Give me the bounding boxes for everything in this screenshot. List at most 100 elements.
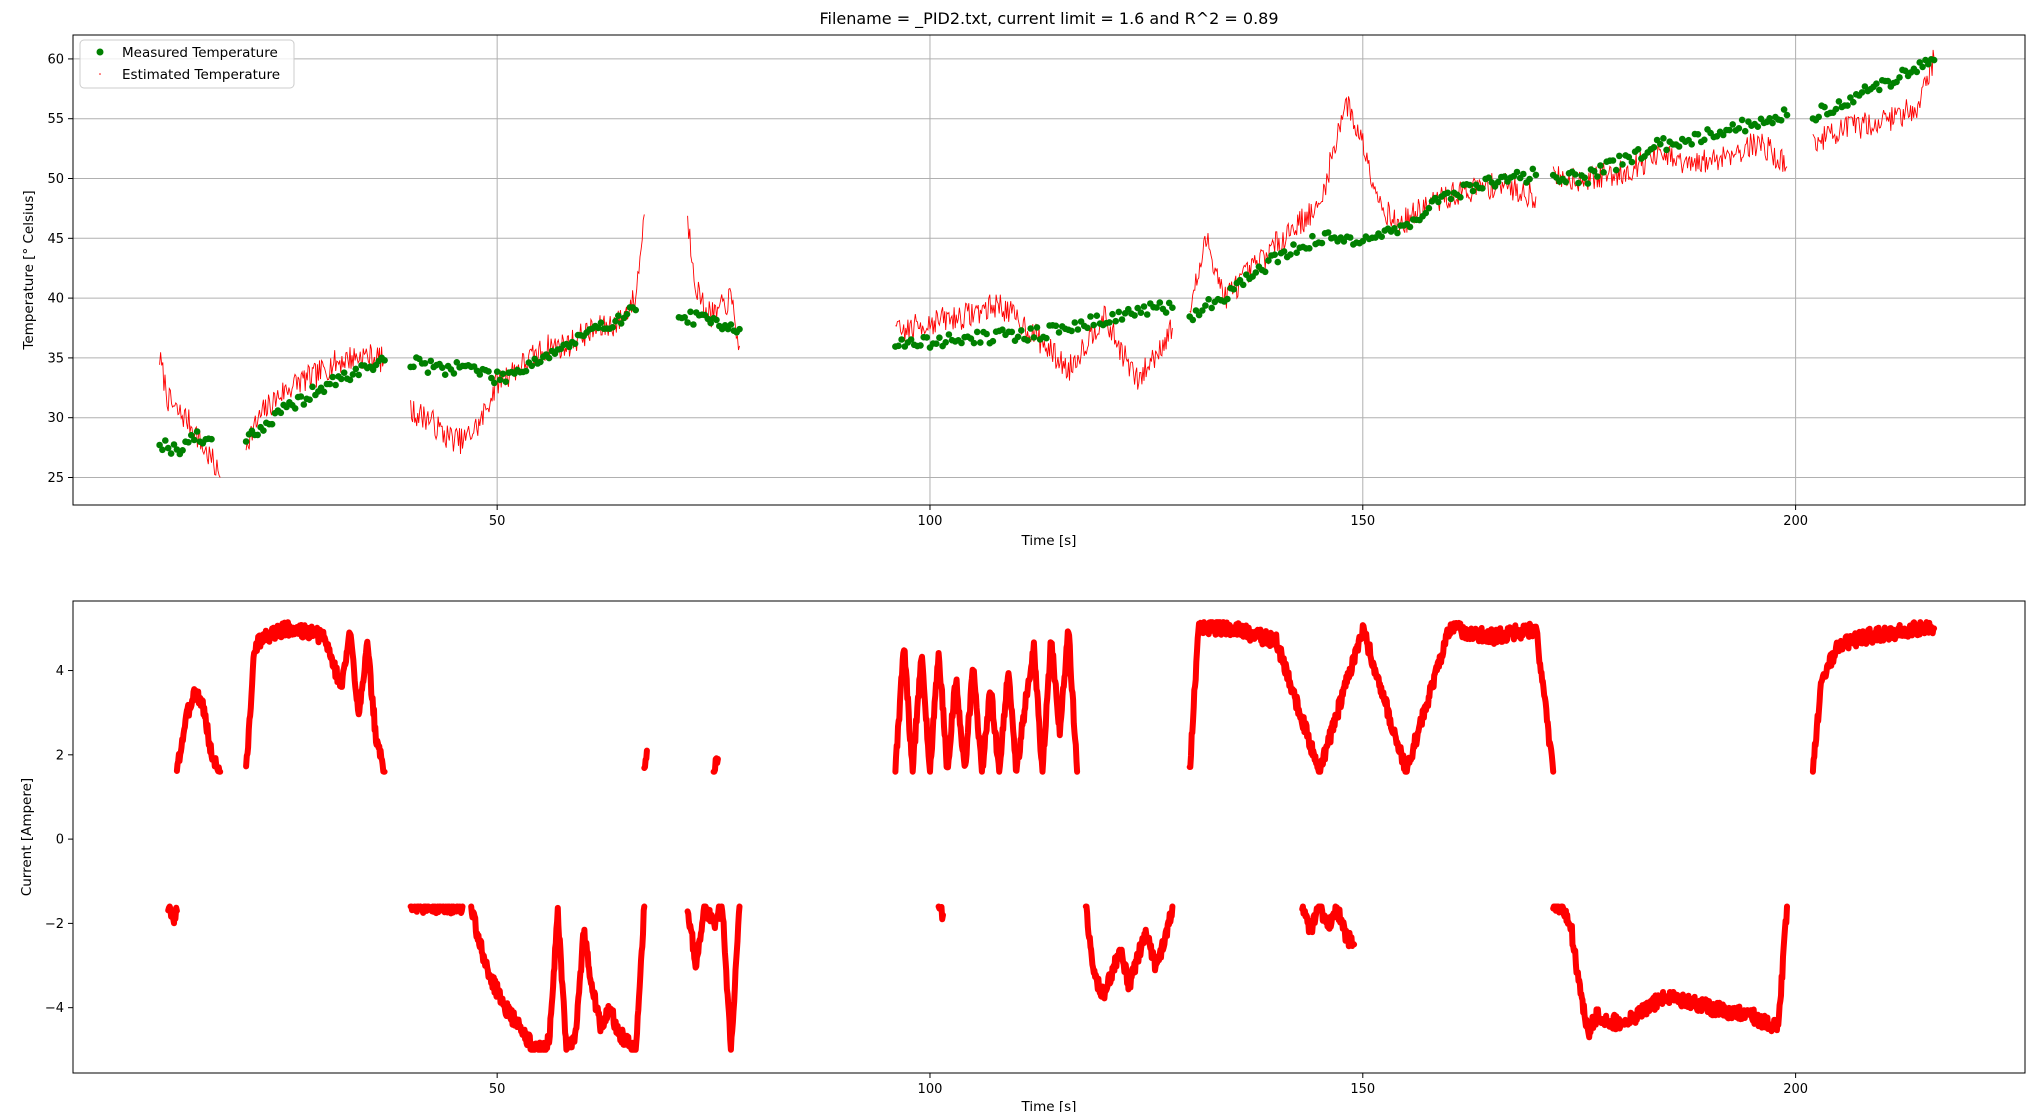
measured-temperature-point	[453, 359, 461, 366]
measured-temperature-point	[1625, 153, 1633, 161]
measured-temperature-point	[1597, 162, 1604, 169]
estimated-temperature-trace	[687, 215, 740, 351]
measured-temperature-point	[1688, 141, 1695, 148]
measured-temperature-point	[594, 324, 602, 332]
current-trace	[468, 903, 648, 1053]
y-tick-label: 45	[47, 232, 64, 247]
measured-temperature-point	[528, 362, 536, 370]
y-tick-label: 50	[47, 172, 64, 187]
current-trace	[935, 903, 946, 923]
measured-temperature-series	[156, 56, 1938, 458]
legend-marker-measured	[96, 48, 104, 56]
y-tick-label: 55	[47, 112, 64, 127]
measured-temperature-point	[1526, 175, 1533, 183]
measured-temperature-point	[1043, 334, 1050, 342]
y-tick-label: 25	[47, 471, 64, 486]
legend-frame	[79, 39, 295, 89]
measured-temperature-point	[300, 401, 308, 408]
measured-temperature-point	[617, 320, 625, 327]
measured-temperature-point	[1821, 103, 1828, 111]
measured-temperature-point	[1425, 204, 1433, 212]
measured-temperature-point	[1115, 308, 1123, 316]
measured-temperature-point	[1663, 146, 1670, 154]
measured-temperature-point	[615, 312, 622, 320]
measured-temperature-point	[597, 319, 605, 327]
measured-temperature-point	[1239, 281, 1247, 289]
measured-temperature-point	[381, 357, 388, 364]
measured-temperature-point	[1406, 223, 1414, 231]
measured-temperature-point	[326, 380, 334, 388]
measured-temperature-point	[1391, 225, 1398, 232]
x-tick-label: 150	[1350, 1082, 1375, 1097]
legend: Measured Temperature Estimated Temperatu…	[79, 39, 295, 89]
current-trace	[892, 628, 1081, 775]
measured-temperature-point	[1675, 143, 1683, 150]
measured-temperature-point	[1657, 140, 1664, 148]
x-tick-label: 100	[918, 514, 943, 529]
measured-temperature-point	[537, 358, 544, 366]
measured-temperature-point	[1208, 304, 1215, 312]
measured-temperature-point	[1634, 146, 1642, 153]
measured-temperature-point	[491, 379, 498, 387]
measured-temperature-point	[1783, 111, 1791, 119]
measured-temperature-point	[1318, 239, 1326, 247]
measured-temperature-point	[1280, 248, 1288, 255]
measured-temperature-point	[410, 363, 417, 371]
x-tick-label: 50	[489, 514, 506, 529]
measured-temperature-point	[1309, 232, 1316, 240]
measured-temperature-point	[1435, 198, 1442, 206]
measured-temperature-point	[1594, 173, 1601, 180]
x-tick-label: 100	[918, 1082, 943, 1097]
temperature-grid	[73, 35, 2025, 505]
measured-temperature-point	[306, 396, 313, 404]
current-trace	[684, 903, 743, 1053]
measured-temperature-point	[242, 438, 250, 445]
current-x-axis-label: Time [s]	[1021, 1099, 1077, 1112]
measured-temperature-point	[164, 444, 172, 452]
measured-temperature-point	[933, 340, 940, 348]
measured-temperature-point	[1858, 89, 1866, 96]
current-trace	[173, 686, 224, 775]
measured-temperature-point	[488, 374, 495, 382]
measured-temperature-point	[970, 339, 978, 347]
measured-temperature-point	[1265, 257, 1272, 264]
measured-temperature-point	[1024, 337, 1031, 344]
measured-temperature-point	[450, 370, 458, 377]
measured-temperature-point	[1134, 304, 1141, 312]
temperature-plot: Filename = _PID2.txt, current limit = 1.…	[21, 9, 2026, 549]
current-trace	[641, 747, 650, 771]
measured-temperature-point	[1876, 86, 1883, 94]
measured-temperature-point	[1118, 316, 1126, 323]
measured-temperature-point	[936, 334, 943, 342]
measured-temperature-point	[329, 373, 337, 381]
measured-temperature-point	[1520, 170, 1527, 178]
measured-temperature-point	[1137, 309, 1145, 317]
measured-temperature-point	[332, 381, 339, 389]
measured-temperature-point	[1306, 245, 1313, 252]
measured-temperature-point	[1447, 195, 1455, 203]
y-tick-label: 35	[47, 351, 64, 366]
current-y-axis-label: Current [Ampere]	[19, 778, 35, 896]
y-tick-label: 0	[56, 833, 64, 848]
current-trace	[407, 903, 466, 917]
measured-temperature-point	[424, 369, 432, 377]
measured-temperature-point	[1274, 258, 1282, 266]
estimated-temperature-trace	[895, 294, 1173, 390]
measured-temperature-point	[1290, 241, 1297, 248]
x-tick-label: 50	[489, 1082, 506, 1097]
measured-temperature-point	[421, 360, 429, 367]
measured-temperature-point	[917, 342, 924, 349]
temperature-axes-frame	[72, 34, 2026, 506]
measured-temperature-point	[690, 321, 697, 328]
measured-temperature-point	[1513, 168, 1521, 176]
temperature-y-axis-label: Temperature [° Celsius]	[21, 190, 37, 350]
measured-temperature-point	[297, 393, 305, 400]
y-tick-label: −2	[45, 917, 64, 932]
measured-temperature-point	[923, 334, 931, 341]
measured-temperature-point	[1913, 68, 1921, 76]
measured-temperature-point	[1584, 180, 1592, 187]
measured-temperature-point	[320, 388, 328, 396]
temperature-x-axis-label: Time [s]	[1021, 533, 1077, 549]
measured-temperature-point	[1230, 286, 1237, 293]
